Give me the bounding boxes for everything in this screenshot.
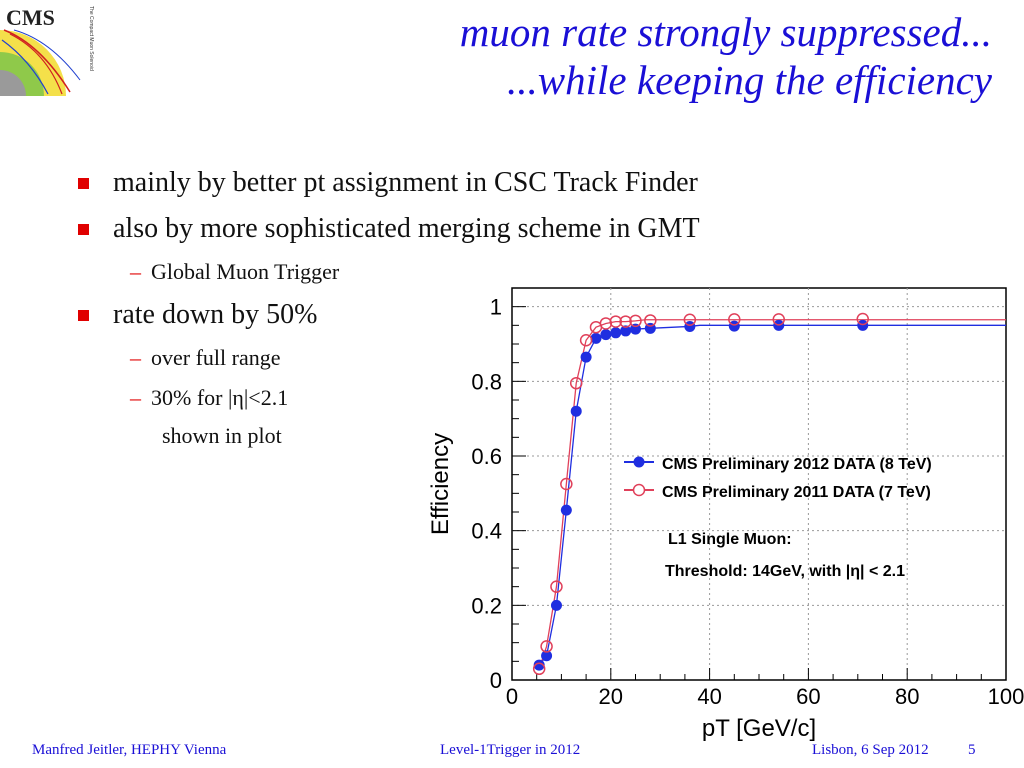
series-0-point bbox=[550, 599, 562, 611]
bullet-1-text: mainly by better pt assignment in CSC Tr… bbox=[113, 167, 698, 198]
slide-title: muon rate strongly suppressed... ...whil… bbox=[460, 8, 992, 104]
x-tick-label: 0 bbox=[506, 684, 518, 709]
legend: CMS Preliminary 2012 DATA (8 TeV) CMS Pr… bbox=[624, 456, 932, 501]
series-1-point bbox=[683, 313, 697, 326]
series-1-point bbox=[728, 313, 741, 326]
bullet-2-sub: – Global Muon Trigger bbox=[78, 252, 978, 292]
bullet-3-sub-3-text: shown in plot bbox=[162, 423, 282, 448]
series-1-point bbox=[629, 314, 642, 328]
series-1-point bbox=[619, 315, 632, 328]
bullet-list: mainly by better pt assignment in CSC Tr… bbox=[78, 160, 978, 454]
bullet-2-sub-text: Global Muon Trigger bbox=[151, 259, 340, 284]
x-tick-label: 80 bbox=[895, 684, 919, 709]
series-0-point bbox=[580, 351, 592, 363]
footer-author: Manfred Jeitler, HEPHY Vienna bbox=[32, 742, 227, 758]
bullet-3-sub-2: –30% for |η|<2.1 bbox=[78, 378, 978, 418]
bullet-2: also by more sophisticated merging schem… bbox=[78, 206, 978, 252]
legend-entry-2011: CMS Preliminary 2011 DATA (7 TeV) bbox=[662, 484, 931, 501]
bullet-3-sub-1: – over full range bbox=[78, 338, 978, 378]
series-1-point bbox=[540, 640, 553, 653]
y-tick-label: 0.8 bbox=[471, 369, 502, 394]
series-1-point bbox=[560, 477, 573, 491]
legend-marker-2012 bbox=[633, 456, 645, 468]
legend-marker-2011 bbox=[632, 483, 646, 497]
x-axis-label: pT [GeV/c] bbox=[702, 715, 816, 742]
dash-icon: – bbox=[130, 259, 141, 284]
title-line-2: ...while keeping the efficiency bbox=[507, 57, 992, 103]
y-tick-label: 0 bbox=[490, 668, 502, 693]
x-tick-label: 40 bbox=[697, 684, 721, 709]
bullet-3-sub-3: shown in plot bbox=[78, 418, 978, 454]
logo-text: CMS bbox=[6, 5, 55, 30]
footer-title: Level-1Trigger in 2012 bbox=[440, 742, 581, 758]
series-0-point bbox=[600, 329, 612, 341]
bullet-3-sub-1-text: over full range bbox=[151, 345, 281, 370]
efficiency-chart: 0 20 40 60 80 100 0 0.2 0.4 0.6 0.8 1 Efficiency pT… bbox=[427, 287, 1024, 742]
series-0-point bbox=[610, 327, 622, 339]
series-0-point bbox=[590, 332, 602, 344]
bullet-square-icon bbox=[78, 177, 89, 189]
x-tick-label: 20 bbox=[599, 684, 623, 709]
y-tick-label: 0.4 bbox=[471, 519, 502, 544]
series-1-point bbox=[644, 314, 657, 327]
bullet-3-sub-2-text: 30% for |η|<2.1 bbox=[151, 385, 289, 410]
dash-icon: – bbox=[130, 385, 141, 410]
bullet-square-icon bbox=[78, 223, 89, 235]
y-tick-label: 0.6 bbox=[471, 444, 502, 469]
bullet-2-text: also by more sophisticated merging schem… bbox=[113, 213, 700, 244]
axis-ticks: 0 20 40 60 80 100 0 0.2 0.4 0.6 0.8 1 bbox=[471, 295, 1024, 709]
series-0-point bbox=[560, 504, 572, 516]
series-1-point bbox=[856, 312, 869, 326]
series-0-point bbox=[857, 319, 869, 331]
series-1-point bbox=[550, 580, 563, 593]
cms-logo: CMS The Compact Muon Solenoid bbox=[0, 0, 96, 96]
annotation-line-2: Threshold: 14GeV, with |η| < 2.1 bbox=[665, 563, 905, 580]
series-1-point bbox=[569, 376, 583, 390]
bullet-square-icon bbox=[78, 309, 89, 321]
y-axis-label: Efficiency bbox=[427, 433, 454, 535]
data-points bbox=[532, 312, 869, 676]
dash-icon: – bbox=[130, 345, 141, 370]
series-1-point bbox=[532, 662, 546, 676]
logo-subtitle: The Compact Muon Solenoid bbox=[88, 6, 94, 71]
footer-page-number: 5 bbox=[968, 742, 976, 758]
series-1-point bbox=[579, 334, 593, 347]
series-1-fit-line bbox=[538, 319, 1006, 670]
series-1-point bbox=[772, 313, 786, 326]
bullet-1: mainly by better pt assignment in CSC Tr… bbox=[78, 160, 978, 206]
series-0-point bbox=[570, 405, 582, 417]
bullet-3-text: rate down by 50% bbox=[113, 299, 318, 330]
series-0-point bbox=[541, 650, 553, 662]
annotation-line-1: L1 Single Muon: bbox=[668, 531, 792, 548]
y-tick-label: 0.2 bbox=[471, 593, 502, 618]
series-1-point bbox=[599, 317, 613, 330]
series-0-point bbox=[533, 659, 545, 671]
y-tick-label: 1 bbox=[490, 295, 502, 320]
footer-date: Lisbon, 6 Sep 2012 bbox=[812, 742, 929, 758]
bullet-3: rate down by 50% bbox=[78, 292, 978, 338]
legend-entry-2012: CMS Preliminary 2012 DATA (8 TeV) bbox=[662, 456, 932, 473]
series-0-point bbox=[620, 325, 632, 337]
x-tick-label: 100 bbox=[988, 684, 1024, 709]
x-tick-label: 60 bbox=[796, 684, 820, 709]
title-line-1: muon rate strongly suppressed... bbox=[459, 9, 992, 55]
series-1-point bbox=[609, 315, 622, 328]
grid-lines bbox=[512, 288, 1006, 680]
